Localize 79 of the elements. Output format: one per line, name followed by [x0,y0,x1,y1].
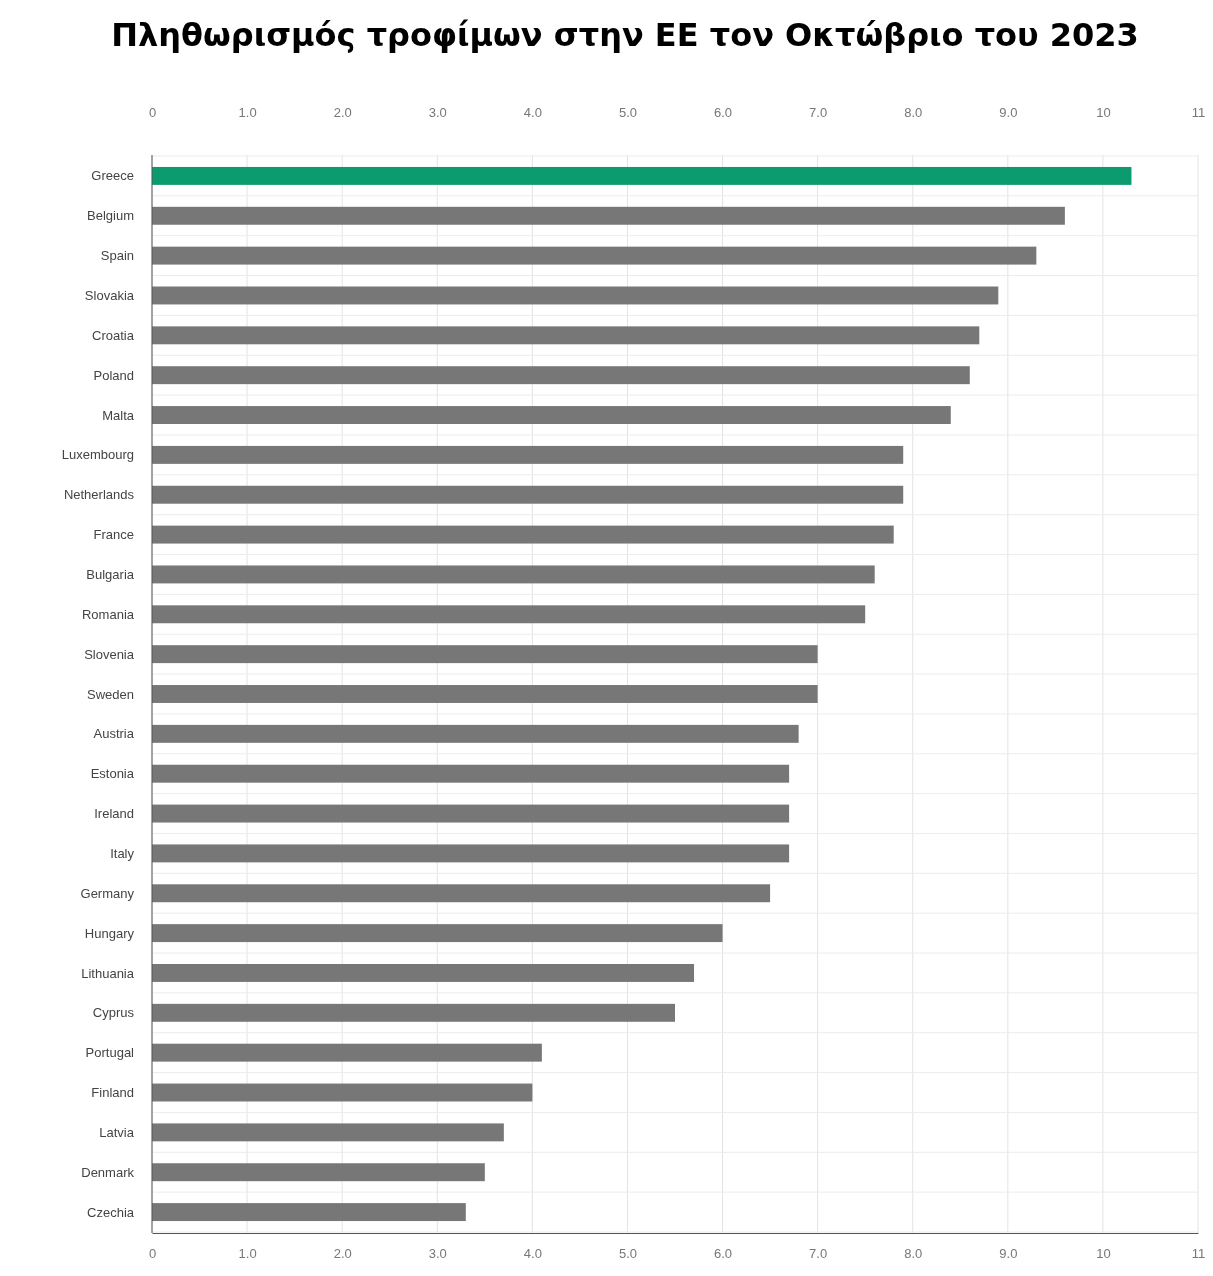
x-tick-label: 0 [148,1246,157,1262]
y-tick-label: Spain [100,248,134,264]
bar [152,406,951,424]
bar [152,884,771,903]
y-tick-label: Poland [93,367,134,383]
y-tick-label: France [93,527,134,543]
bar [152,366,970,385]
y-tick-label: Sweden [87,686,134,702]
y-tick-label: Ireland [94,806,134,822]
y-tick-label: Austria [93,726,135,742]
x-tick-label: 3.0 [428,1246,447,1262]
x-tick-label: 2.0 [333,1246,352,1262]
y-tick-label: Slovenia [84,646,135,662]
x2-tick-label: 5.0 [618,105,637,120]
y-tick-label: Belgium [87,208,134,224]
y-tick-label: Czechia [87,1204,135,1220]
y-tick-label: Romania [81,606,135,622]
bar [152,286,999,305]
x2-tick-label: 1.0 [238,105,257,120]
bar [152,326,980,345]
y-tick-label: Latvia [99,1124,135,1140]
y-tick-label: Luxembourg [61,447,134,463]
bar [152,1163,485,1182]
x-tick-label: 7.0 [809,1246,828,1262]
y-tick-label: Croatia [92,327,135,343]
x-tick-label: 9.0 [999,1246,1018,1262]
bar [152,246,1037,265]
bar [152,565,875,584]
bar [152,724,799,743]
bar [152,1083,533,1102]
x-tick-label: 11 [1191,1246,1206,1262]
bar [152,964,695,982]
chart-title: Πληθωρισμός τροφίμων στην ΕΕ τον Οκτώβριο του 2023 [111,16,1139,54]
bar [152,485,904,504]
bar [152,1123,504,1142]
y-tick-label: Hungary [84,925,135,941]
bar [152,166,1132,185]
bar [152,764,790,783]
x2-tick-label: 2.0 [333,105,352,120]
bar [152,685,818,703]
y-tick-label: Lithuania [81,965,135,981]
bar [152,1203,466,1222]
bar [152,804,790,823]
bar [152,1003,675,1022]
y-tick-label: Germany [80,885,135,901]
y-tick-label: Italy [110,845,135,861]
x2-tick-label: 6.0 [714,105,733,120]
y-tick-label: Slovakia [84,288,135,304]
y-tick-label: Portugal [85,1045,135,1061]
x-tick-label: 1.0 [238,1246,257,1262]
y-tick-label: Cyprus [92,1005,135,1021]
bar [152,924,723,943]
y-tick-label: Estonia [90,766,135,782]
bar [152,844,790,863]
y-tick-label: Finland [91,1085,134,1101]
x-tick-label: 8.0 [904,1246,923,1262]
x2-tick-label: 10 [1096,105,1111,120]
bar [152,206,1065,225]
x2-tick-label: 0 [148,105,157,120]
x2-tick-label: 3.0 [428,105,447,120]
x2-tick-label: 7.0 [809,105,828,120]
x2-tick-label: 11 [1191,105,1206,120]
x-tick-label: 6.0 [714,1246,733,1262]
bar [152,1043,542,1062]
x-tick-label: 10 [1096,1246,1111,1262]
y-tick-label: Netherlands [63,487,135,503]
x-tick-label: 5.0 [618,1246,637,1262]
y-tick-label: Bulgaria [86,566,135,582]
bar [152,445,904,464]
x2-tick-label: 8.0 [904,105,923,120]
bar [152,645,818,664]
bar [152,605,866,624]
y-tick-label: Greece [91,168,134,184]
bar [152,525,894,544]
x2-tick-label: 4.0 [523,105,542,120]
x2-tick-label: 9.0 [999,105,1018,120]
x-tick-label: 4.0 [523,1246,542,1262]
y-tick-label: Malta [102,407,135,423]
y-tick-label: Denmark [81,1164,135,1180]
